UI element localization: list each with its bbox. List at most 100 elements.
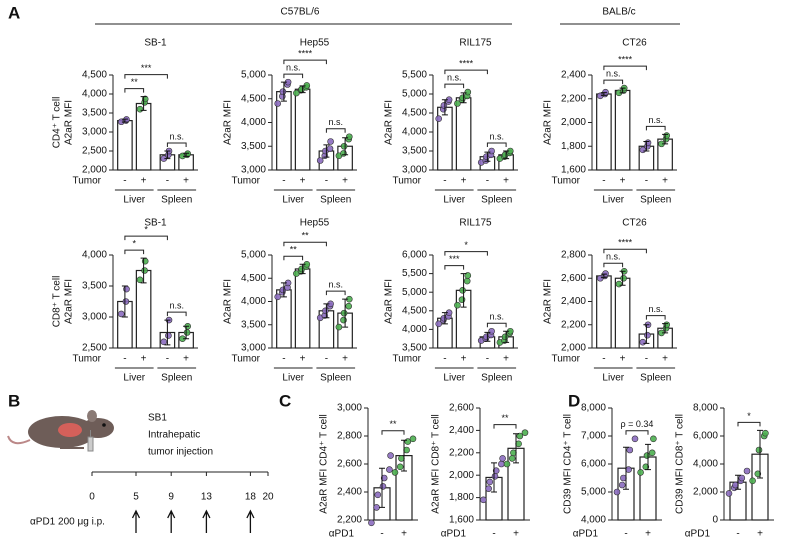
- timeline-tick-label: 20: [262, 492, 274, 503]
- group-label: Spleen: [320, 195, 351, 206]
- significance-label: ****: [618, 54, 633, 64]
- y-tick-label: 4,000: [241, 296, 266, 307]
- y-tick-label: 1,800: [561, 141, 586, 152]
- y-tick-label: 2,400: [561, 296, 586, 307]
- error-bar: [299, 85, 306, 94]
- data-point: [738, 474, 746, 482]
- y-tick-label: 8,000: [581, 403, 606, 414]
- significance-bracket: [325, 128, 346, 133]
- group-label: Spleen: [640, 195, 671, 206]
- significance-bracket: [486, 322, 507, 328]
- bar: [455, 97, 472, 171]
- x-tick-label: -: [380, 529, 383, 540]
- significance-bracket: [737, 421, 761, 427]
- x-tick-label: -: [736, 529, 739, 540]
- y-tick-label: 8,000: [693, 403, 718, 414]
- error-bar: [503, 150, 510, 160]
- y-tick-label: 2,200: [337, 515, 362, 526]
- y-tick-label: 5,000: [581, 487, 606, 498]
- x-tick-label: +: [141, 176, 147, 187]
- y-axis-label: CD4⁺ T cell: [52, 97, 63, 149]
- group-label: Spleen: [161, 195, 192, 206]
- data-point: [491, 473, 499, 480]
- x-tick-label: +: [461, 176, 467, 187]
- y-axis-label: A2aR MFI: [223, 279, 234, 324]
- group-label: Liver: [443, 195, 465, 206]
- data-point: [618, 481, 626, 489]
- y-tick-label: 2,400: [337, 487, 362, 498]
- data-point: [508, 455, 516, 462]
- data-point: [326, 145, 334, 152]
- bar: [135, 102, 152, 171]
- data-point: [521, 429, 529, 436]
- significance-bracket: [493, 424, 517, 429]
- data-point: [373, 504, 380, 511]
- data-point: [274, 100, 282, 107]
- timeline-tick-label: 13: [201, 492, 213, 503]
- data-point: [492, 467, 500, 475]
- error-bar: [441, 312, 448, 325]
- x-tick-label: +: [300, 176, 306, 187]
- y-axis-label: CD39 MFI CD8⁺ T cell: [675, 414, 686, 514]
- data-point: [498, 460, 505, 468]
- error-bar: [183, 325, 190, 340]
- significance-label: n.s.: [447, 72, 462, 82]
- y-tick-label: 2,200: [561, 319, 586, 330]
- y-tick-label: 4,500: [82, 70, 107, 81]
- data-point: [409, 435, 417, 443]
- data-point: [485, 485, 492, 492]
- error-bar: [441, 99, 448, 116]
- data-point: [345, 133, 353, 141]
- x-tick-label: +: [757, 529, 763, 540]
- x-tick-label: +: [620, 354, 626, 365]
- significance-bracket: [124, 88, 145, 93]
- liver: [58, 423, 82, 437]
- significance-label: *: [144, 224, 148, 234]
- chart-title: CT26: [622, 38, 647, 49]
- dose-arrow: [246, 509, 255, 533]
- error-bar: [619, 87, 626, 94]
- timeline-tick-label: 0: [89, 492, 95, 503]
- error-bar: [183, 152, 190, 157]
- y-tick-label: 5,000: [241, 250, 266, 261]
- significance-label: n.s.: [606, 252, 621, 262]
- data-point: [368, 519, 375, 527]
- data-point: [644, 331, 651, 339]
- data-point: [488, 327, 495, 335]
- significance-label: n.s.: [286, 63, 301, 73]
- y-tick-label: 3,000: [241, 165, 266, 176]
- x-tick-label: -: [486, 176, 489, 187]
- x-tick-label: -: [602, 176, 605, 187]
- data-point: [122, 298, 130, 305]
- y-tick-label: 2,000: [82, 165, 107, 176]
- data-point: [639, 338, 647, 346]
- y-tick-label: 2,000: [561, 117, 586, 128]
- significance-label: ****: [459, 58, 474, 68]
- y-tick-label: 6,000: [402, 250, 427, 261]
- y-tick-label: 6,000: [693, 431, 718, 442]
- error-bar: [484, 151, 491, 162]
- significance-bracket: [124, 74, 168, 79]
- y-tick-label: 7,000: [581, 431, 606, 442]
- panel-label: D: [568, 391, 580, 410]
- diagram-text: SB1: [148, 413, 167, 424]
- x-tick-label: +: [662, 176, 668, 187]
- y-axis-label: A2aR MFI: [543, 100, 554, 145]
- x-tick-label: +: [620, 176, 626, 187]
- y-tick-label: 2,600: [561, 273, 586, 284]
- error-bar: [503, 330, 510, 343]
- data-point: [749, 477, 756, 485]
- significance-bracket: [124, 249, 145, 255]
- error-bar: [121, 118, 128, 123]
- y-tick-label: 5,500: [402, 268, 427, 279]
- y-tick-label: 5,000: [402, 287, 427, 298]
- error-bar: [619, 270, 626, 286]
- significance-label: ****: [618, 238, 633, 248]
- x-tick-label: -: [325, 176, 328, 187]
- mouse-ear: [87, 410, 97, 422]
- error-bar: [140, 257, 147, 284]
- error-bar: [645, 443, 651, 471]
- y-tick-label: 4,500: [241, 273, 266, 284]
- x-axis-title: Tumor: [231, 176, 260, 187]
- data-point: [141, 257, 149, 265]
